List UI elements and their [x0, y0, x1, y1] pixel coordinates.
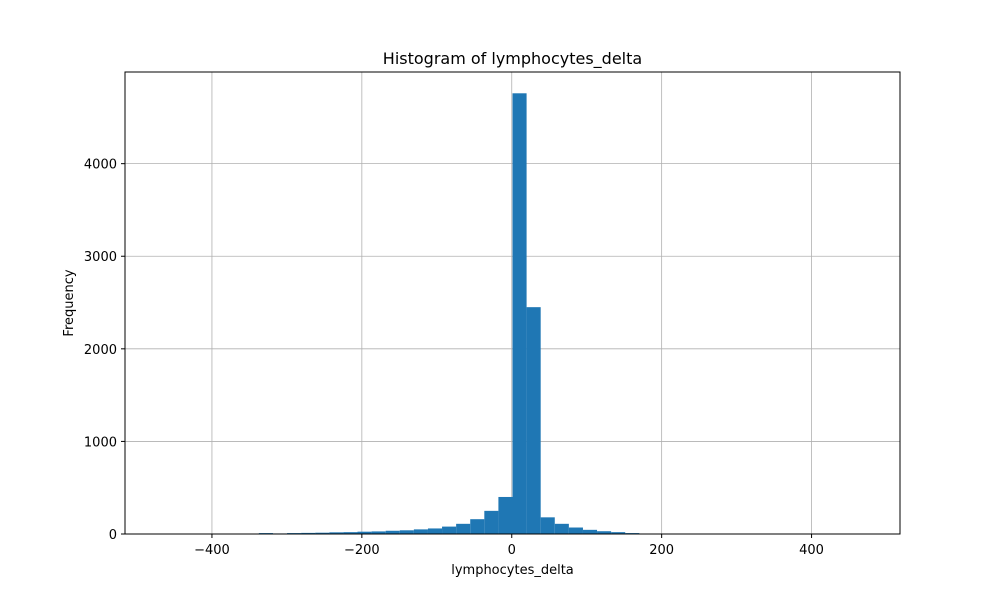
y-tick-label: 4000: [84, 158, 117, 173]
histogram-bar: [456, 523, 471, 534]
histogram-bar: [512, 93, 527, 534]
histogram-bar: [301, 532, 316, 534]
y-tick-label: 0: [109, 528, 117, 543]
histogram-bar: [385, 530, 400, 534]
histogram-bar: [399, 530, 414, 534]
x-tick-label: 0: [508, 543, 516, 558]
histogram-bar: [597, 531, 612, 534]
x-tick-label: −400: [194, 543, 230, 558]
chart-title: Histogram of lymphocytes_delta: [383, 49, 642, 69]
y-axis-label: Frequency: [62, 269, 77, 336]
x-tick-label: −200: [344, 543, 380, 558]
histogram-bar: [427, 528, 443, 534]
histogram-bar: [554, 523, 569, 534]
histogram-bar: [526, 307, 541, 534]
y-tick-label: 1000: [84, 435, 117, 450]
histogram-bar: [470, 519, 485, 534]
x-tick-label: 200: [649, 543, 674, 558]
histogram-bar: [540, 517, 555, 534]
histogram-bar: [498, 496, 513, 534]
histogram-bars: [160, 93, 865, 534]
y-tick-label: 3000: [84, 250, 117, 265]
x-axis-ticks: −400 −200 0 200 400: [194, 534, 824, 558]
histogram-bar: [582, 529, 598, 534]
histogram-bar: [568, 527, 583, 534]
histogram-bar: [357, 531, 372, 534]
histogram-bar: [413, 529, 428, 534]
x-tick-label: 400: [799, 543, 824, 558]
histogram-bar: [442, 526, 457, 534]
histogram-bar: [371, 531, 386, 534]
plot-frame: [124, 71, 901, 535]
histogram-bar: [484, 510, 499, 534]
y-tick-label: 2000: [84, 343, 117, 358]
y-axis-ticks: 0 1000 2000 3000 4000: [84, 158, 125, 543]
x-axis-label: lymphocytes_delta: [451, 563, 574, 578]
histogram-bar: [343, 532, 358, 534]
histogram-bar: [611, 532, 626, 534]
histogram-bar: [329, 532, 344, 534]
histogram-bar: [315, 532, 330, 534]
